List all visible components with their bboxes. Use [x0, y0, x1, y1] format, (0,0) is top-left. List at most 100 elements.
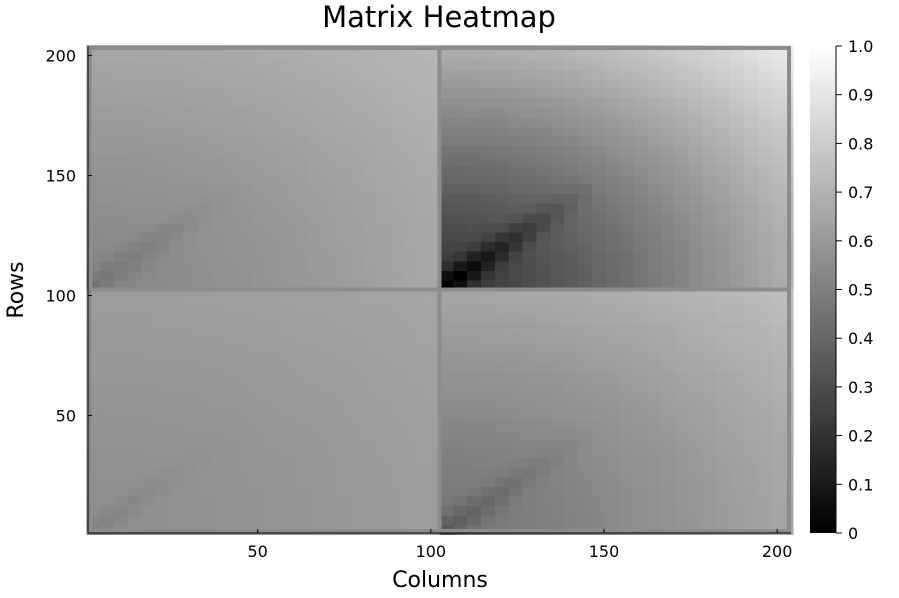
- heatmap-cell: [321, 183, 337, 195]
- heatmap-cell: [467, 390, 482, 401]
- heatmap-cell: [238, 409, 254, 420]
- heatmap-cell: [605, 49, 621, 60]
- heatmap-cell: [141, 505, 157, 516]
- heatmap-cell: [349, 486, 364, 497]
- heatmap-cell: [550, 260, 565, 271]
- heatmap-cell: [564, 332, 579, 343]
- heatmap-cell: [591, 145, 607, 156]
- heatmap-cell: [730, 222, 745, 233]
- heatmap-cell: [391, 409, 406, 420]
- heatmap-cell: [307, 193, 323, 204]
- heatmap-cell: [619, 97, 635, 108]
- heatmap-cell: [169, 515, 184, 526]
- heatmap-cell: [432, 505, 441, 516]
- heatmap-cell: [363, 515, 378, 526]
- y-tick-label: 50: [56, 406, 76, 425]
- heatmap-cell: [633, 107, 648, 118]
- heatmap-cell: [494, 145, 510, 156]
- heatmap-cell: [377, 457, 392, 468]
- heatmap-cell: [321, 222, 337, 233]
- heatmap-cell: [508, 203, 524, 214]
- heatmap-cell: [294, 303, 309, 315]
- heatmap-cell: [716, 145, 731, 156]
- heatmap-cell: [169, 467, 184, 478]
- heatmap-cell: [633, 97, 648, 108]
- heatmap-cell: [550, 183, 565, 195]
- heatmap-cell: [633, 467, 648, 478]
- heatmap-cell: [280, 49, 295, 60]
- heatmap-cell: [86, 270, 101, 281]
- heatmap-cell: [661, 49, 676, 60]
- heatmap-cell: [197, 476, 212, 487]
- heatmap-cell: [266, 457, 281, 468]
- heatmap-cell: [280, 332, 295, 343]
- heatmap-cell: [169, 371, 184, 382]
- heatmap-cell: [730, 505, 745, 516]
- heatmap-cell: [674, 419, 690, 430]
- heatmap-cell: [688, 467, 704, 478]
- heatmap-cell: [321, 251, 337, 262]
- heatmap-cell: [439, 323, 454, 334]
- heatmap-cell: [404, 419, 420, 430]
- heatmap-cell: [100, 116, 115, 127]
- heatmap-cell: [252, 279, 267, 291]
- heatmap-cell: [418, 59, 434, 70]
- heatmap-cell: [605, 87, 621, 99]
- heatmap-cell: [439, 270, 454, 281]
- heatmap-cell: [321, 241, 337, 252]
- heatmap-cell: [100, 59, 115, 70]
- heatmap-cell: [716, 390, 731, 401]
- heatmap-cell: [377, 361, 392, 372]
- heatmap-cell: [307, 495, 323, 507]
- heatmap-cell: [744, 399, 759, 411]
- heatmap-cell: [744, 222, 759, 233]
- heatmap-cell: [647, 87, 662, 99]
- heatmap-cell: [210, 438, 226, 449]
- heatmap-cell: [141, 303, 157, 315]
- heatmap-cell: [522, 87, 538, 99]
- heatmap-cell: [591, 399, 607, 411]
- heatmap-cell: [550, 59, 565, 70]
- heatmap-cell: [578, 174, 593, 185]
- heatmap-cell: [481, 87, 496, 99]
- heatmap-cell: [619, 222, 635, 233]
- heatmap-cell: [674, 164, 690, 175]
- heatmap-cell: [730, 174, 745, 185]
- heatmap-cell: [633, 342, 648, 353]
- heatmap-cell: [321, 361, 337, 372]
- heatmap-cell: [605, 183, 621, 195]
- heatmap-cell: [522, 49, 538, 60]
- heatmap-cell: [591, 419, 607, 430]
- heatmap-cell: [377, 419, 392, 430]
- heatmap-cell: [578, 351, 593, 363]
- heatmap-cell: [169, 270, 184, 281]
- heatmap-cell: [266, 78, 281, 89]
- heatmap-cell: [238, 361, 254, 372]
- heatmap-cell: [127, 361, 143, 372]
- heatmap-cell: [605, 447, 621, 459]
- heatmap-cell: [307, 303, 323, 315]
- heatmap-cell: [771, 342, 787, 353]
- heatmap-cell: [508, 78, 524, 89]
- heatmap-cell: [481, 380, 496, 391]
- heatmap-cell: [702, 241, 718, 252]
- heatmap-cell: [113, 289, 129, 295]
- x-axis-label: Columns: [392, 568, 488, 593]
- heatmap-cell: [716, 241, 731, 252]
- heatmap-cell: [307, 419, 323, 430]
- heatmap-cell: [377, 155, 392, 166]
- heatmap-cell: [702, 203, 718, 214]
- heatmap-cell: [377, 193, 392, 204]
- heatmap-cell: [432, 289, 441, 295]
- heatmap-cell: [321, 476, 337, 487]
- heatmap-cell: [418, 486, 434, 497]
- heatmap-cell: [522, 515, 538, 526]
- heatmap-cell: [266, 279, 281, 291]
- heatmap-cell: [86, 135, 101, 147]
- heatmap-cell: [522, 193, 538, 204]
- heatmap-cell: [238, 495, 254, 507]
- heatmap-cell: [280, 313, 295, 324]
- heatmap-cell: [550, 78, 565, 89]
- heatmap-cell: [100, 371, 115, 382]
- heatmap-cell: [633, 279, 648, 291]
